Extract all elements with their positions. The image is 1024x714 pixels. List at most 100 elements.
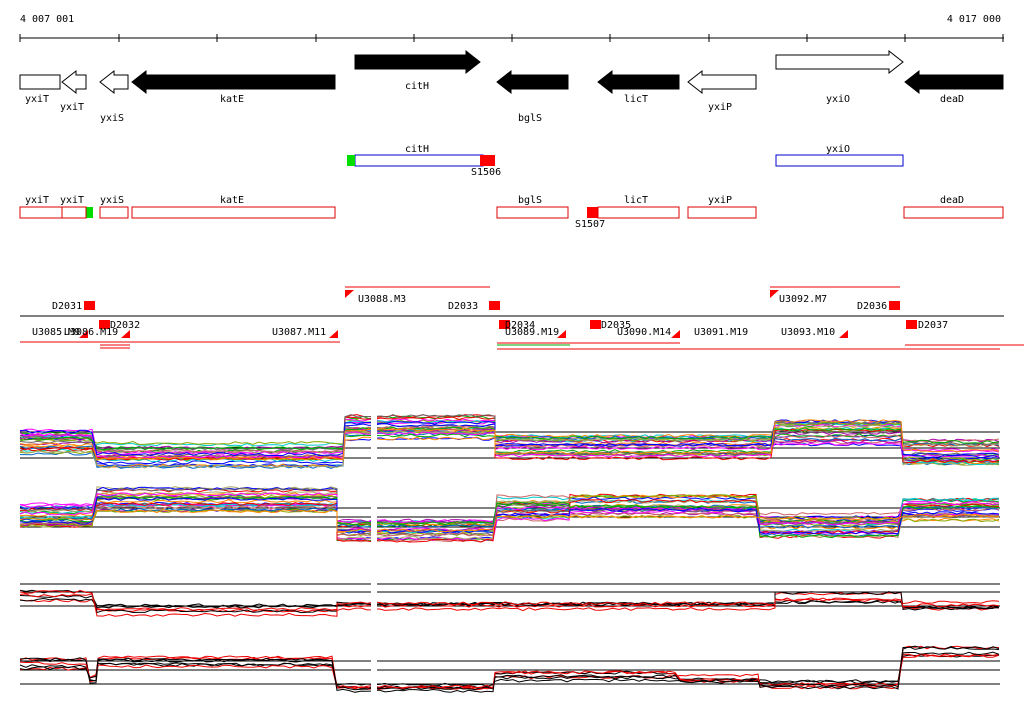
segment-label: D2031 (52, 301, 82, 312)
segment-label: U3089.M19 (505, 327, 559, 338)
segment-label: U3085.M9 (32, 327, 80, 338)
flag (557, 330, 566, 338)
segment-label: U3091.M19 (694, 327, 748, 338)
break-mark (889, 301, 900, 310)
profile (19, 509, 1000, 533)
annotated-box (99, 206, 129, 219)
annotated-label: deaD (940, 195, 964, 206)
break-mark (499, 320, 510, 329)
segment-label: U3087.M11 (272, 327, 326, 338)
gene-label: yxiT (60, 102, 84, 113)
gene-label: katE (220, 94, 244, 105)
break-mark (489, 301, 500, 310)
gene-arrow (354, 49, 481, 75)
feature-box (775, 154, 904, 167)
segment-label: U3093.M10 (781, 327, 835, 338)
feature-label: yxiO (826, 144, 850, 155)
gene-label: yxiS (100, 113, 124, 124)
segment-label: D2034 (505, 320, 535, 331)
gene-arrow (19, 74, 61, 90)
segment-label: D2037 (918, 320, 948, 331)
annotated-box (496, 206, 569, 219)
start-site (86, 207, 93, 218)
annotated-label: yxiT (25, 195, 49, 206)
profile (19, 499, 1000, 529)
profile (19, 589, 1000, 617)
annotated-label: bglS (518, 195, 542, 206)
annotated-box (19, 206, 63, 219)
ruler-end: 4 017 000 (947, 14, 1001, 25)
profile (19, 419, 1000, 461)
segment-label: D2035 (601, 320, 631, 331)
break-mark (84, 301, 95, 310)
gene-arrow (597, 69, 680, 95)
gene-label: yxiP (708, 102, 732, 113)
profile (19, 598, 1000, 612)
annotated-label: yxiS (100, 195, 124, 206)
profile (19, 427, 1000, 463)
gene-arrow (687, 69, 757, 95)
profile (19, 646, 1000, 690)
profile (19, 487, 1000, 526)
break-mark (99, 320, 110, 329)
gene-arrow (61, 69, 87, 95)
flag (671, 330, 680, 338)
gene-arrow (131, 69, 336, 95)
segment-label: D2036 (857, 301, 887, 312)
profile (19, 418, 1000, 458)
feature-box (354, 154, 484, 167)
gene-arrow (496, 69, 569, 95)
break-mark (906, 320, 917, 329)
gene-label: licT (624, 94, 648, 105)
annotated-label: yxiP (708, 195, 732, 206)
feature-label: citH (405, 144, 429, 155)
profile (19, 496, 1000, 539)
segment-label: U3092.M7 (779, 294, 827, 305)
profile (19, 499, 1000, 543)
annotated-label: katE (220, 195, 244, 206)
gene-label: yxiO (826, 94, 850, 105)
gene-arrow (775, 49, 904, 75)
site-label: S1507 (575, 219, 605, 230)
gene-label: bglS (518, 113, 542, 124)
site (480, 155, 495, 166)
start-site (347, 155, 355, 166)
gene-label: citH (405, 81, 429, 92)
gene-label: deaD (940, 94, 964, 105)
flag (345, 290, 354, 298)
profile (19, 486, 1000, 533)
annotated-label: licT (624, 195, 648, 206)
profile (19, 651, 1000, 691)
segment-label: U3086.M19 (64, 327, 118, 338)
profile (19, 645, 1000, 693)
segment-label: D2032 (110, 320, 140, 331)
site-label: S1506 (471, 167, 501, 178)
flag (121, 330, 130, 338)
annotated-box (61, 206, 87, 219)
profile (19, 425, 1000, 453)
annotated-box (597, 206, 680, 219)
gene-label: yxiT (25, 94, 49, 105)
flag (329, 330, 338, 338)
segment-label: U3088.M3 (358, 294, 406, 305)
flag (79, 330, 88, 338)
site (587, 207, 598, 218)
profile (19, 416, 1000, 464)
profile (19, 424, 1000, 469)
segment-label: U3090.M14 (617, 327, 671, 338)
segment-label: D2033 (448, 301, 478, 312)
ruler-start: 4 007 001 (20, 14, 74, 25)
gene-arrow (99, 69, 129, 95)
profile (19, 414, 1000, 461)
profile (20, 426, 1000, 451)
annotated-box (903, 206, 1004, 219)
annotated-box (687, 206, 757, 219)
flag (839, 330, 848, 338)
profile (19, 494, 1000, 537)
gap (371, 410, 377, 710)
gene-arrow (904, 69, 1004, 95)
profile (19, 492, 1000, 526)
flag (770, 290, 779, 298)
profile (19, 492, 1000, 534)
